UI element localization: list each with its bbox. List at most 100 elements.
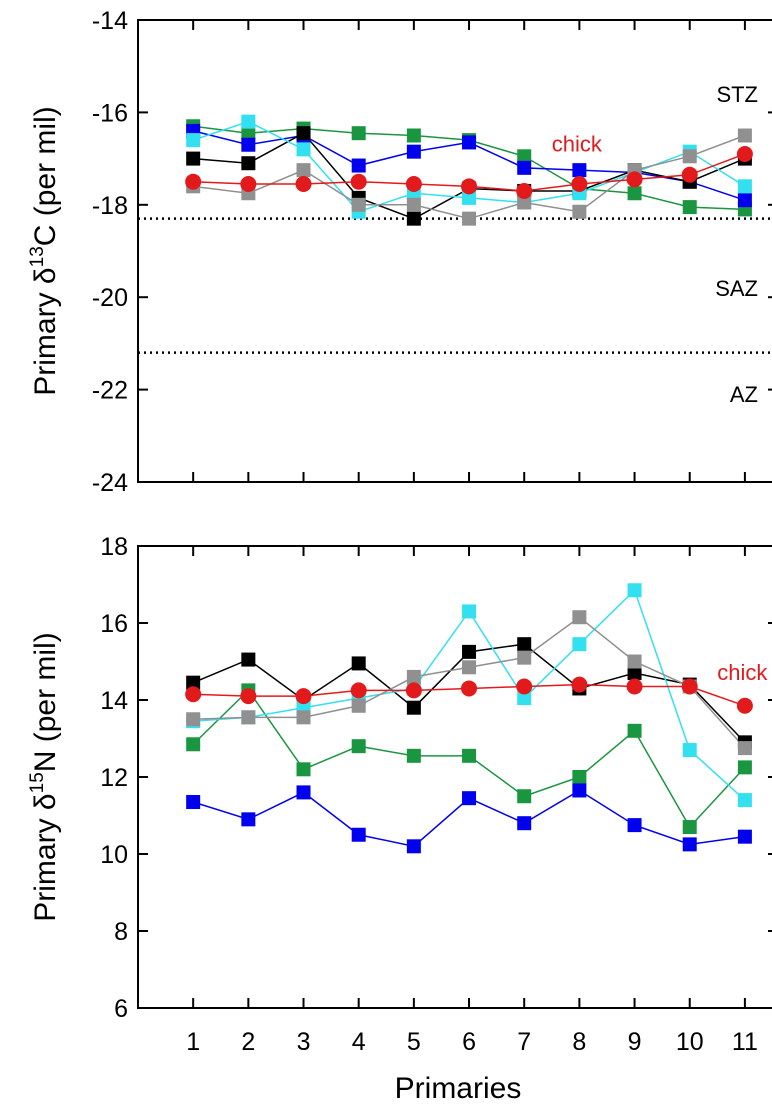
d13c-zone-label: SAZ: [715, 276, 758, 301]
d15n-data-point: [572, 637, 587, 652]
d13c-y-tick-label: -18: [92, 192, 128, 220]
d15n-data-point: [406, 669, 421, 684]
d15n-data-point: [296, 710, 311, 725]
d13c-zone-boundaries: [138, 217, 772, 354]
d15n-x-tick-label: 7: [517, 1028, 531, 1056]
d13c-data-point: [241, 126, 256, 141]
d15n-data-point: [737, 741, 752, 756]
d15n-data-point: [406, 700, 421, 715]
d15n-data-point: [627, 818, 642, 833]
d15n-data-point: [296, 762, 311, 777]
d15n-data-point: [627, 654, 642, 669]
d13c-data-point: [296, 142, 311, 157]
d15n-data-point: [350, 682, 367, 699]
d15n-data-point: [240, 688, 257, 705]
d15n-x-tick-label: 2: [241, 1028, 255, 1056]
d13c-data-point: [351, 197, 366, 212]
d15n-data-point: [406, 839, 421, 854]
d15n-y-axis-label: Primary δ15N (per mil): [27, 632, 62, 922]
d13c-data-point: [241, 137, 256, 152]
d15n-data-point: [462, 644, 477, 659]
d13c-data-point: [406, 211, 421, 226]
d13c-data-point: [240, 176, 257, 193]
d15n-x-tick-label: 4: [352, 1028, 366, 1056]
d13c-data-point: [517, 195, 532, 210]
d15n-data-point: [186, 737, 201, 752]
d15n-data-point: [517, 789, 532, 804]
d13c-data-point: [572, 163, 587, 178]
d15n-data-point: [627, 723, 642, 738]
d15n-data-point: [517, 637, 532, 652]
d15n-data-point: [405, 682, 422, 699]
d13c-data-point: [186, 133, 201, 148]
d15n-y-tick-label: 14: [100, 687, 128, 715]
d15n-x-tick-label: 1: [186, 1028, 200, 1056]
d15n-data-point: [516, 678, 533, 695]
d15n-x-tick-label: 10: [676, 1028, 704, 1056]
d13c-series: [185, 114, 753, 226]
d15n-data-point: [682, 743, 697, 758]
d15n-y-tick-label: 18: [100, 533, 128, 561]
d13c-data-point: [241, 114, 256, 129]
x-axis-label: Primaries: [395, 1072, 522, 1105]
d13c-data-point: [462, 190, 477, 205]
d13c-data-point: [517, 160, 532, 175]
d15n-data-point: [682, 820, 697, 835]
d15n-data-point: [462, 604, 477, 619]
d15n-x-tick-label: 3: [297, 1028, 311, 1056]
d15n-y-tick-label: 6: [114, 995, 128, 1023]
d13c-data-point: [351, 158, 366, 173]
d13c-data-point: [681, 166, 698, 183]
d13c-data-point: [241, 156, 256, 171]
d13c-y-tick-label: -20: [92, 284, 128, 312]
d13c-zone-label: STZ: [716, 82, 758, 107]
d13c-zone-labels: STZ SAZ AZ: [715, 82, 758, 407]
d15n-data-point: [241, 652, 256, 667]
d13c-data-point: [737, 128, 752, 143]
d15n-data-point: [185, 686, 202, 703]
d15n-data-point: [517, 816, 532, 831]
d15n-data-point: [626, 678, 643, 695]
d13c-y-axis-label: Primary δ13C (per mil): [27, 106, 62, 396]
d13c-data-point: [737, 179, 752, 194]
d13c-y-tick-label: -14: [92, 7, 128, 35]
d13c-data-point: [406, 197, 421, 212]
d15n-data-point: [517, 691, 532, 706]
d15n-x-tick-label: 6: [462, 1028, 476, 1056]
d15n-data-point: [406, 748, 421, 763]
d13c-data-point: [351, 126, 366, 141]
d15n-data-point: [241, 710, 256, 725]
d13c-data-point: [462, 135, 477, 150]
d15n-data-point: [351, 698, 366, 713]
d13c-y-tick-label: -24: [92, 469, 128, 497]
d13c-data-point: [682, 149, 697, 164]
d15n-data-point: [627, 666, 642, 681]
d13c-data-point: [626, 171, 643, 188]
d13c-data-point: [406, 144, 421, 159]
d13c-data-point: [406, 128, 421, 143]
d15n-y-tick-label: 16: [100, 610, 128, 638]
d13c-y-tick-label: -16: [92, 99, 128, 127]
d15n-data-point: [462, 660, 477, 675]
d15n-data-point: [736, 697, 753, 714]
d13c-data-point: [296, 126, 311, 141]
d13c-data-point: [517, 149, 532, 164]
d15n-y-tick-label: 12: [100, 764, 128, 792]
d13c-data-point: [516, 182, 533, 199]
d15n-data-point: [682, 837, 697, 852]
d13c-data-point: [462, 211, 477, 226]
d15n-y-tick-label: 8: [114, 918, 128, 946]
d15n-data-point: [517, 650, 532, 665]
d15n-data-point: [737, 760, 752, 775]
d15n-data-point: [351, 739, 366, 754]
d13c-data-point: [350, 173, 367, 190]
d15n-plot-frame: [137, 545, 772, 1009]
d13c-chick-label: chick: [552, 132, 603, 157]
d15n-data-point: [295, 688, 312, 705]
d15n-data-point: [351, 827, 366, 842]
d15n-data-point: [351, 656, 366, 671]
d15n-data-point: [572, 610, 587, 625]
d13c-data-point: [627, 186, 642, 201]
